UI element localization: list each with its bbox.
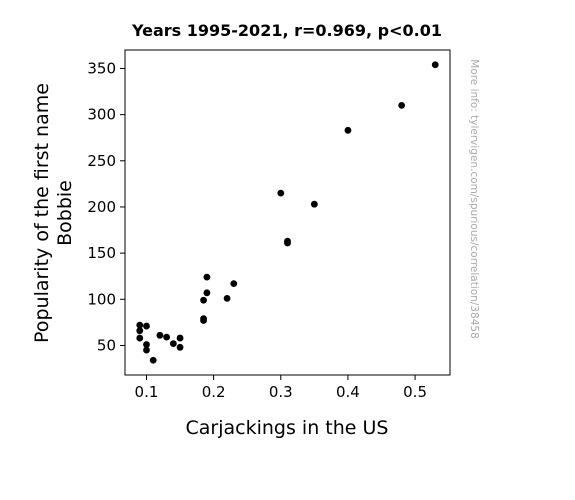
data-point <box>156 331 164 339</box>
y-tick-label: 300 <box>87 106 116 124</box>
data-point <box>203 273 211 281</box>
data-point <box>284 239 291 247</box>
y-tick-label: 200 <box>87 198 116 216</box>
x-axis-label: Carjackings in the US <box>186 417 389 439</box>
data-point <box>230 280 238 287</box>
data-point <box>149 356 157 364</box>
y-tick-label: 250 <box>87 152 116 170</box>
data-point <box>143 346 150 354</box>
data-point <box>200 317 207 324</box>
data-point <box>143 341 150 348</box>
data-point <box>223 294 231 302</box>
y-tick-label: 350 <box>87 59 116 77</box>
data-point <box>143 322 150 330</box>
y-axis-label-line-1: Popularity of the first name <box>31 83 53 343</box>
axis-ticks: 0.1 0.2 0.3 0.4 0.5 50 100 150 200 250 300 350 <box>87 59 427 401</box>
x-tick-label: 0.5 <box>403 383 427 401</box>
data-point <box>176 334 184 342</box>
data-point <box>163 333 171 341</box>
y-axis-label-line-2: Bobbie <box>54 180 76 246</box>
data-point <box>136 321 144 329</box>
data-points <box>136 61 439 364</box>
data-point <box>176 343 184 351</box>
data-point <box>344 126 352 134</box>
data-point <box>169 340 177 348</box>
y-tick-label: 100 <box>87 290 116 308</box>
data-point <box>200 296 207 304</box>
y-tick-label: 150 <box>87 244 116 262</box>
x-tick-label: 0.1 <box>135 383 159 401</box>
data-point <box>277 189 285 197</box>
x-tick-label: 0.2 <box>202 383 226 401</box>
y-tick-label: 50 <box>97 336 116 354</box>
data-point <box>398 101 406 109</box>
watermark-text: More info: tylervigen.com/spurious/corre… <box>468 59 480 339</box>
data-point <box>310 200 318 208</box>
data-point <box>203 289 211 297</box>
chart-title: Years 1995-2021, r=0.969, p<0.01 <box>131 21 442 40</box>
plot-frame <box>124 49 451 376</box>
data-point <box>136 334 144 342</box>
data-point <box>136 327 144 335</box>
x-tick-label: 0.4 <box>336 383 360 401</box>
data-point <box>431 61 439 69</box>
x-tick-label: 0.3 <box>269 383 293 401</box>
